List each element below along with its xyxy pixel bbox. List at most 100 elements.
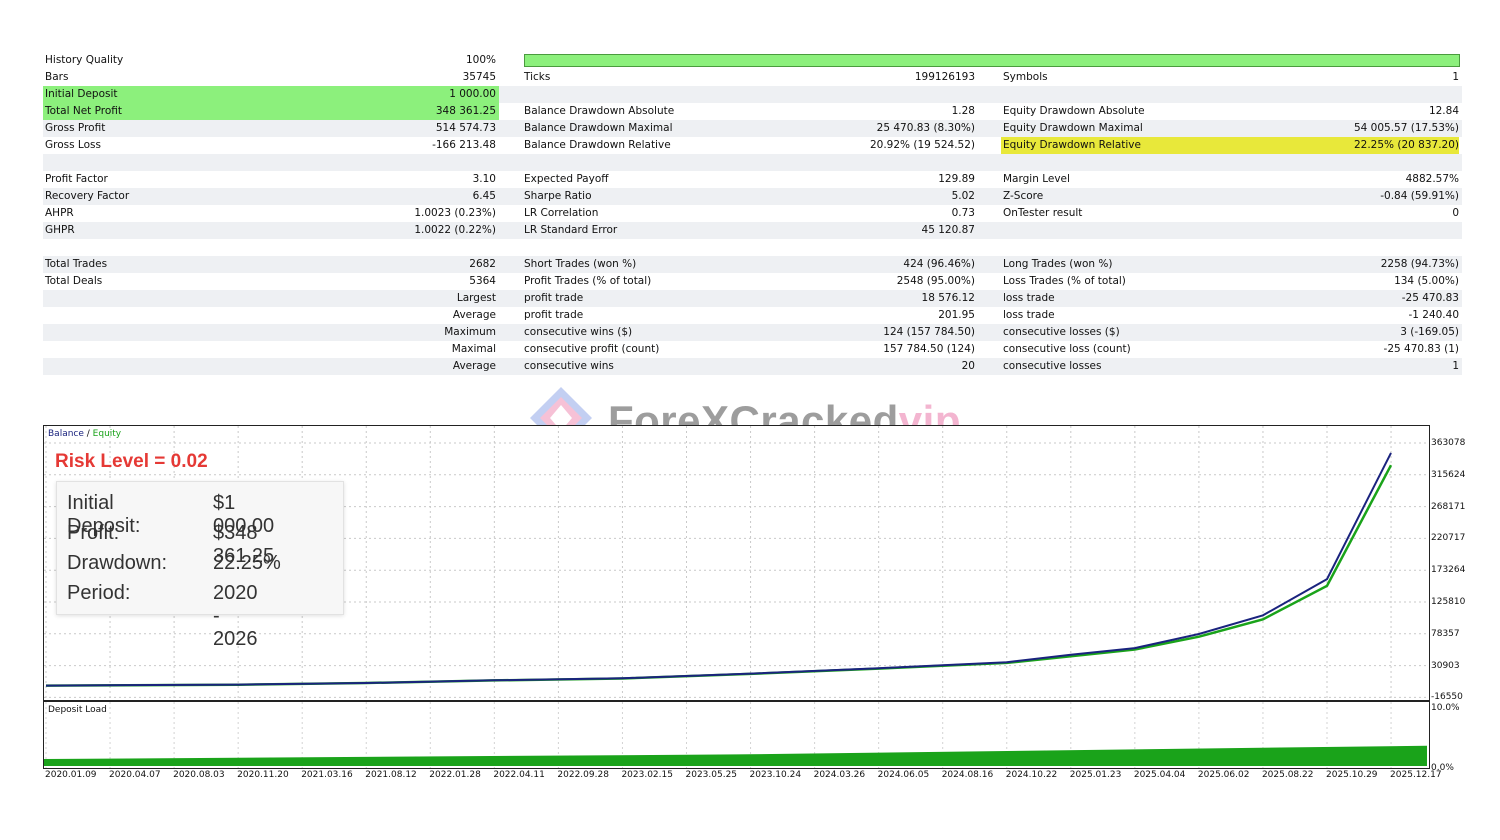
stat-value: 54 005.57 (17.53%) <box>1353 122 1459 134</box>
stat-label: consecutive loss (count) <box>1003 343 1131 355</box>
stat-label: Initial Deposit <box>45 88 118 100</box>
x-tick-label: 2020.11.20 <box>237 770 289 780</box>
x-tick-label: 2024.03.26 <box>813 770 866 780</box>
statistics-table: History Quality 100% Bars 35745 Ticks 19912… <box>43 52 1462 375</box>
stats-row: Total Deals 5364 Profit Trades (% of total… <box>43 273 1462 290</box>
x-tick-label: 2023.05.25 <box>685 770 738 780</box>
stat-value: 157 784.50 (124) <box>883 343 975 355</box>
x-tick-label: 2024.10.22 <box>1005 770 1058 780</box>
stat-value: 2682 <box>469 258 496 270</box>
stat-value: 5.02 <box>951 190 975 202</box>
stats-row: Gross Loss -166 213.48 Balance Drawdown Re… <box>43 137 1462 154</box>
stat-value: 12.84 <box>1428 105 1459 117</box>
stat-label: Symbols <box>1003 71 1048 83</box>
stats-row: Initial Deposit 1 000.00 <box>43 86 1462 103</box>
stats-row: Total Trades 2682 Short Trades (won %) 424 … <box>43 256 1462 273</box>
deposit-load-title: Deposit Load <box>48 705 107 715</box>
x-tick-label: 2025.01.23 <box>1069 770 1122 780</box>
stat-label: Sharpe Ratio <box>524 190 592 202</box>
stat-label: Z-Score <box>1003 190 1044 202</box>
stat-value: -0.84 (59.91%) <box>1380 190 1459 202</box>
stat-value: 6.45 <box>472 190 496 202</box>
stats-row: Maximal consecutive profit (count) 157 784… <box>43 341 1462 358</box>
stat-value: 0 <box>1452 207 1459 219</box>
info-value: 22.25% <box>213 552 281 574</box>
info-value: $1 000.00 <box>213 492 275 537</box>
stat-value: 348 361.25 <box>435 105 496 117</box>
stat-value: 201.95 <box>938 309 975 321</box>
stats-row: AHPR 1.0023 (0.23%) LR Correlation 0.73 OnTe… <box>43 205 1462 222</box>
info-key: Initial Deposit: <box>67 492 141 537</box>
y-tick-label: 220717 <box>1431 533 1466 544</box>
stats-row: Gross Profit 514 574.73 Balance Drawdown M… <box>43 120 1462 137</box>
stat-label: loss trade <box>1003 309 1055 321</box>
stat-value: 4882.57% <box>1405 173 1459 185</box>
stat-label: AHPR <box>45 207 74 219</box>
y-tick-label: 125810 <box>1431 597 1466 607</box>
chart-title: Balance / Equity <box>48 429 121 439</box>
stat-value: -166 213.48 <box>432 139 496 151</box>
stat-label: Short Trades (won %) <box>524 258 637 270</box>
x-tick-label: 2022.04.11 <box>493 770 545 780</box>
legend-separator: / <box>83 429 93 439</box>
stat-label: Long Trades (won %) <box>1003 258 1113 270</box>
info-key: Profit: <box>67 522 120 544</box>
stats-row <box>43 239 1462 256</box>
stat-label: Total Net Profit <box>45 105 123 117</box>
x-tick-label: 2023.02.15 <box>621 770 673 780</box>
deposit-load-chart: Deposit Load <box>43 701 1430 769</box>
deposit-load-tick-max: 10.0% <box>1431 703 1460 713</box>
stat-value: 129.89 <box>938 173 975 185</box>
stat-value: 199126193 <box>914 71 975 83</box>
info-key: Drawdown: <box>67 552 168 574</box>
stat-value: 45 120.87 <box>921 224 975 236</box>
summary-info-box: Initial Deposit: $1 000.00 Profit: $348 361… <box>56 481 344 650</box>
stat-value: 1.0023 (0.23%) <box>414 207 496 219</box>
stat-value: 3.10 <box>472 173 496 185</box>
info-value: $348 361.25 <box>213 522 275 567</box>
stat-value: 424 (96.46%) <box>903 258 975 270</box>
stats-row: Profit Factor 3.10 Expected Payoff 129.89 Ma… <box>43 171 1462 188</box>
x-tick-label: 2021.03.16 <box>301 770 353 780</box>
stat-label: Profit Factor <box>45 173 108 185</box>
stat-value: 3 (-169.05) <box>1400 326 1459 338</box>
stat-label: Equity Drawdown Absolute <box>1003 105 1145 117</box>
stat-label: Bars <box>45 71 69 83</box>
stat-value: -1 240.40 <box>1408 309 1459 321</box>
x-tick-label: 2025.04.04 <box>1133 770 1186 780</box>
stat-label: Ticks <box>524 71 551 83</box>
stat-label: Total Trades <box>45 258 108 270</box>
stat-value: 1 <box>1452 71 1459 83</box>
y-tick-label: 30903 <box>1431 660 1460 671</box>
stat-sub-label: Largest <box>456 292 496 304</box>
stat-label: profit trade <box>524 309 584 321</box>
stat-value: 134 (5.00%) <box>1394 275 1459 287</box>
balance-line <box>45 452 1392 687</box>
stat-value: 1 000.00 <box>449 88 496 100</box>
stats-row: Recovery Factor 6.45 Sharpe Ratio 5.02 Z-Sco… <box>43 188 1462 205</box>
x-tick-label: 2023.10.24 <box>749 770 802 780</box>
stats-row: Total Net Profit 348 361.25 Balance Drawdo… <box>43 103 1462 120</box>
y-tick-label: 315624 <box>1431 469 1466 480</box>
stat-label: Expected Payoff <box>524 173 609 185</box>
stat-label: Equity Drawdown Maximal <box>1003 122 1143 134</box>
highlight <box>1001 137 1459 154</box>
stat-value: 0.73 <box>951 207 975 219</box>
stat-label: Balance Drawdown Relative <box>524 139 671 151</box>
stats-row <box>43 154 1462 171</box>
y-tick-label: 173264 <box>1431 565 1466 576</box>
stats-row: Average consecutive wins 20 consecutive los… <box>43 358 1462 375</box>
stat-value: 124 (157 784.50) <box>883 326 975 338</box>
stat-value: 20 <box>961 360 975 372</box>
stat-label: LR Standard Error <box>524 224 618 236</box>
legend-equity: Equity <box>92 429 122 439</box>
stat-label: GHPR <box>45 224 75 236</box>
info-key: Period: <box>67 582 131 604</box>
stat-label: Recovery Factor <box>45 190 130 202</box>
stat-label: Profit Trades (% of total) <box>524 275 652 287</box>
stat-value: 514 574.73 <box>435 122 496 134</box>
stat-label: Gross Loss <box>45 139 101 151</box>
y-tick-label: -16550 <box>1431 692 1463 703</box>
stat-label: LR Correlation <box>524 207 599 219</box>
history-quality-value: 100% <box>465 54 496 66</box>
